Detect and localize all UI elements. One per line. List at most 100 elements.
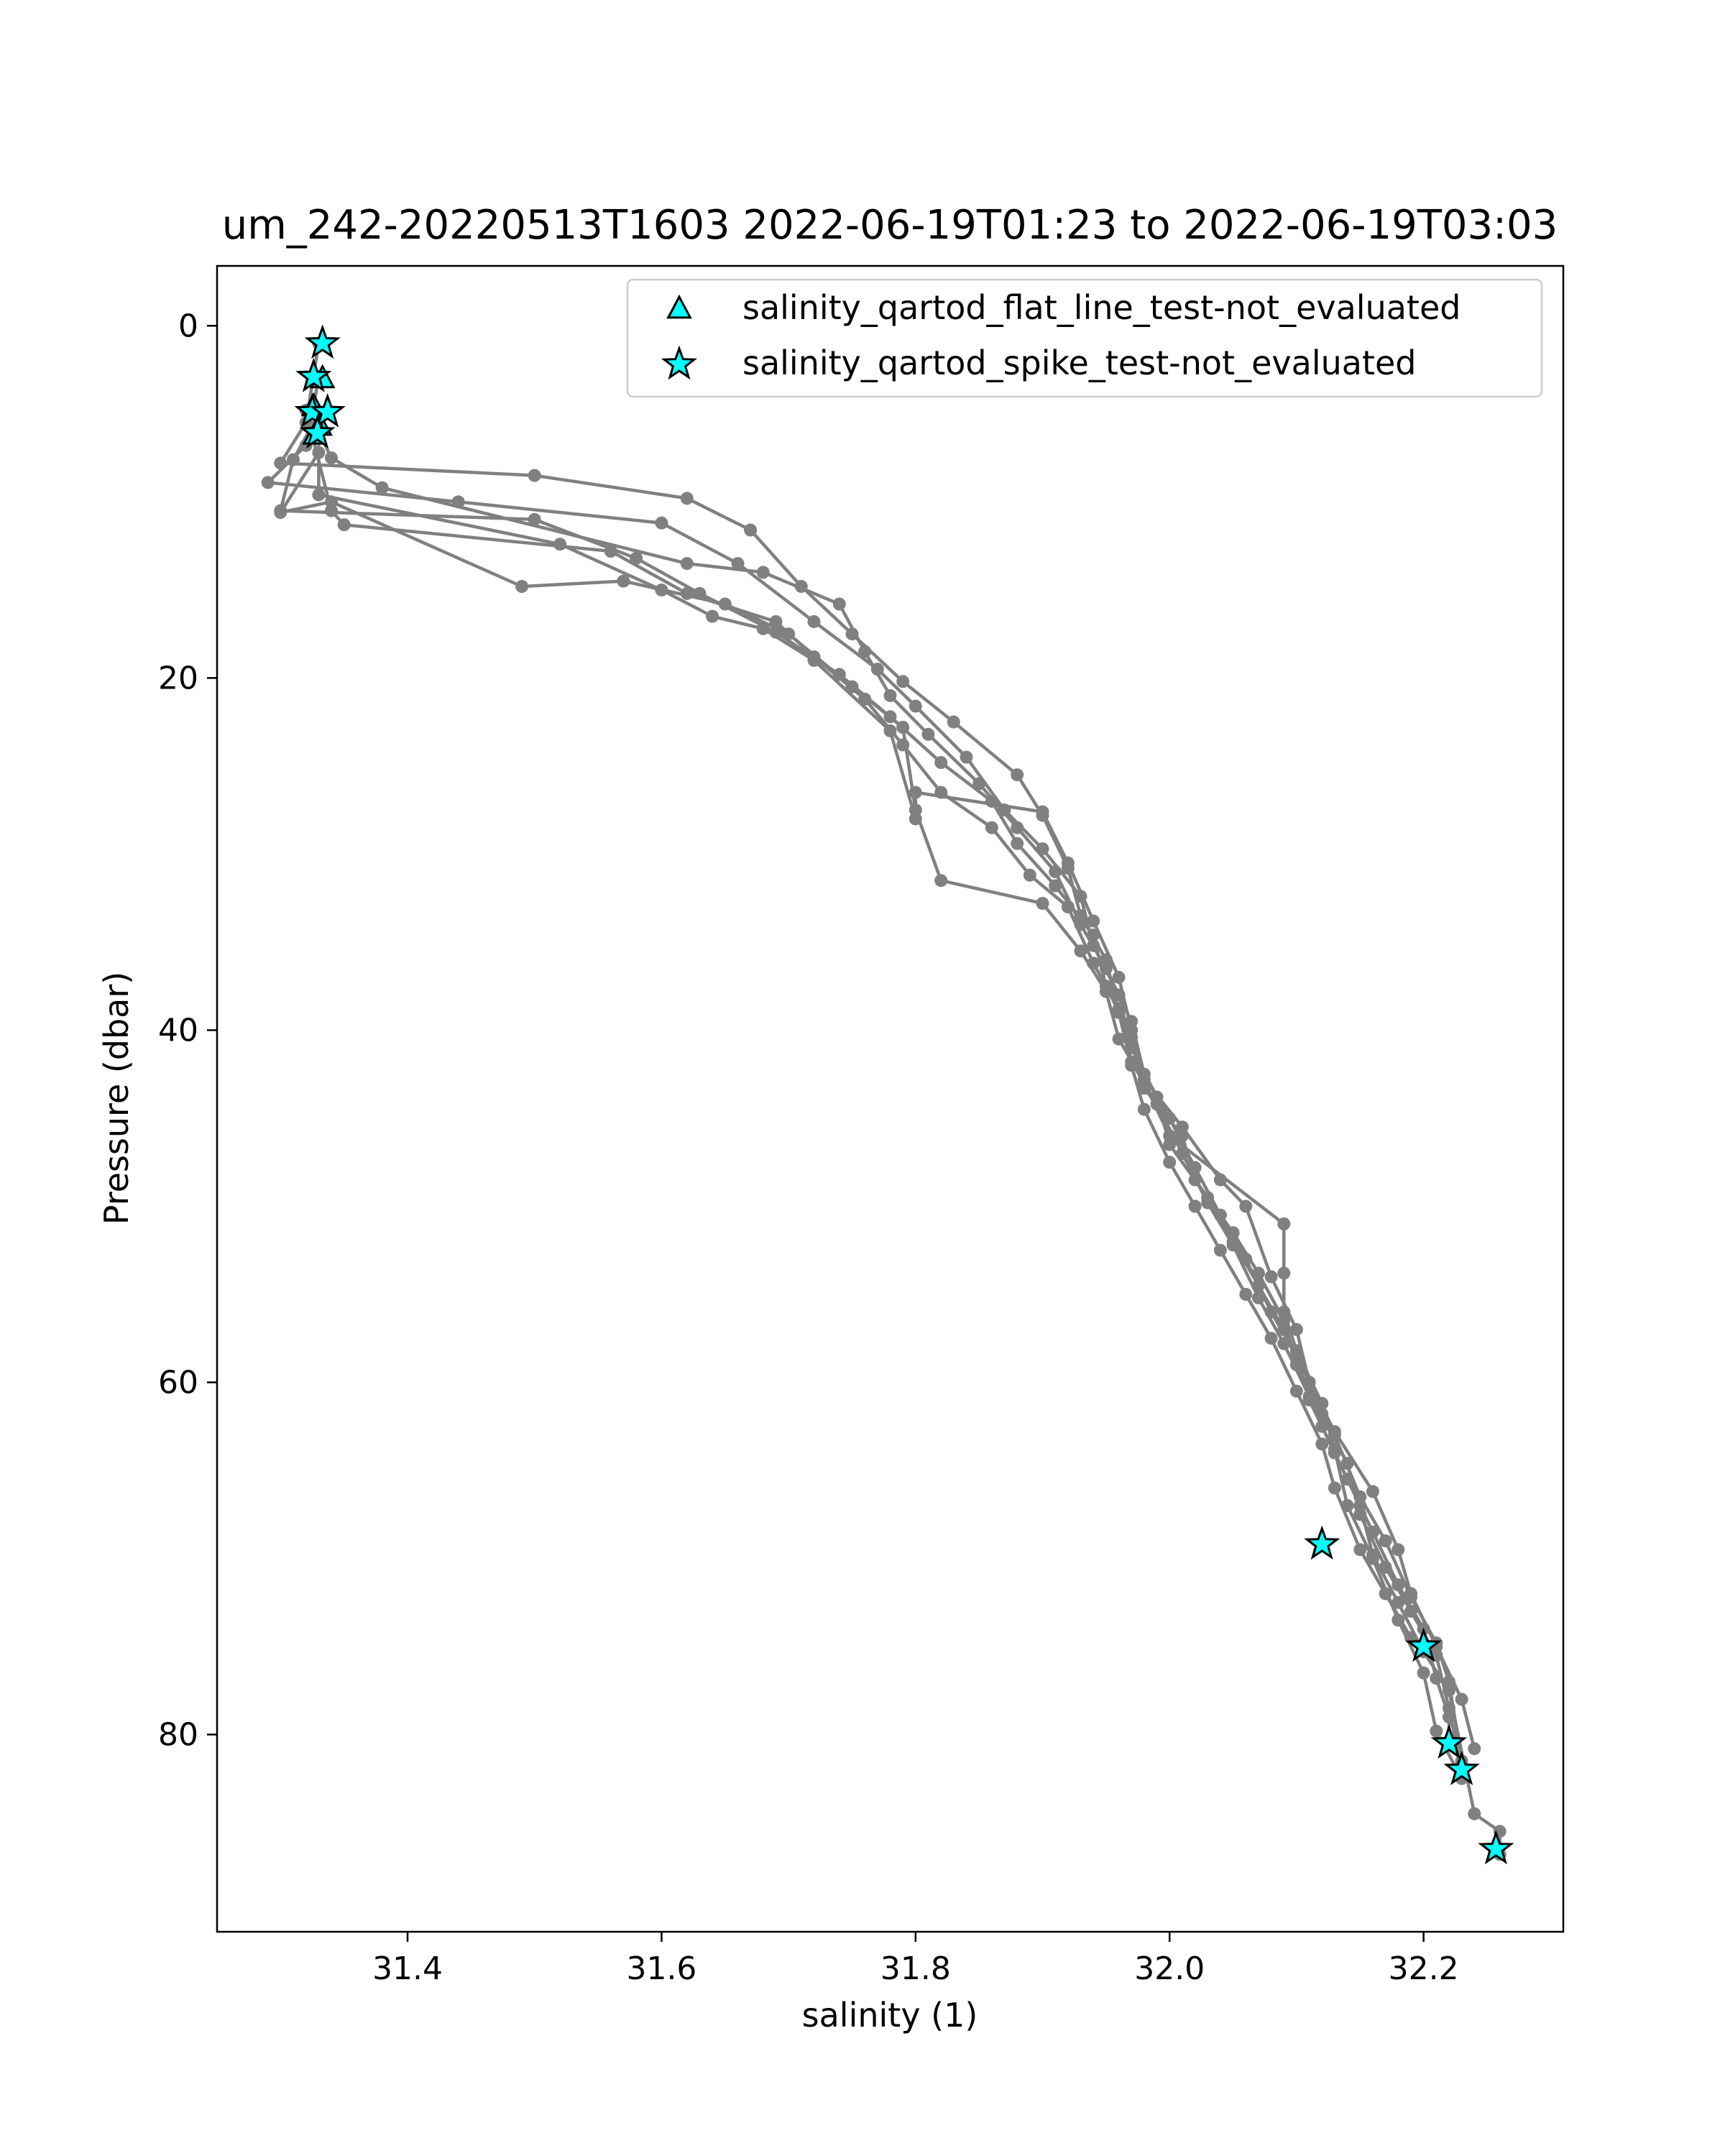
profile-point	[934, 874, 948, 888]
profile-point	[947, 715, 960, 729]
profile-point	[1328, 1481, 1341, 1495]
spike-test-marker	[299, 414, 336, 449]
profile-point	[1264, 1270, 1278, 1284]
profile-point	[832, 597, 846, 611]
legend-entry-flat-line: salinity_qartod_flat_line_test-not_evalu…	[666, 288, 1460, 327]
profile-point	[261, 476, 275, 489]
profile-point	[1112, 970, 1126, 984]
profile-point	[325, 504, 338, 517]
profile-point	[515, 580, 529, 593]
profile-point	[1087, 914, 1100, 928]
profile-point	[1074, 944, 1087, 958]
profile-point	[845, 680, 859, 694]
profile-point	[680, 492, 694, 505]
axes-frame	[216, 264, 1565, 1933]
profile-point	[1289, 1384, 1303, 1398]
profile-point	[680, 557, 694, 571]
profile-point	[1366, 1485, 1379, 1498]
profile-point	[1353, 1543, 1367, 1557]
profile-point	[1213, 1243, 1227, 1257]
profile-point	[1289, 1323, 1303, 1336]
x-tick-label: 31.6	[626, 1950, 696, 1987]
profile-point	[604, 545, 617, 558]
profile-point	[1455, 1692, 1468, 1706]
legend-triangle-icon	[666, 294, 692, 319]
profile-point	[655, 583, 668, 596]
profile-point	[1188, 1199, 1202, 1213]
spike-test-marker	[1443, 1751, 1480, 1786]
spike-test-marker	[1304, 1525, 1340, 1560]
profile-point	[1099, 962, 1113, 975]
profile-point	[1061, 856, 1075, 870]
profile-point	[1404, 1605, 1417, 1618]
legend-label-flat-line: salinity_qartod_flat_line_test-not_evalu…	[742, 288, 1460, 327]
profile-point	[1112, 1032, 1126, 1046]
profile-point	[1163, 1129, 1177, 1143]
profile-point	[1137, 1073, 1151, 1086]
profile-point	[1049, 879, 1062, 893]
spike-test-marker	[295, 357, 332, 392]
profile-point	[756, 566, 770, 579]
profile-point	[1302, 1390, 1316, 1404]
chart-title: um_242-20220513T1603 2022-06-19T01:23 to…	[222, 202, 1558, 249]
x-tick-label: 31.8	[880, 1950, 951, 1987]
profile-point	[1264, 1332, 1278, 1345]
profile-point	[1011, 768, 1024, 782]
x-tick-label: 32.2	[1389, 1950, 1459, 1987]
profile-point	[1379, 1534, 1392, 1547]
profile-point	[1417, 1666, 1430, 1680]
y-tick-label: 40	[158, 1012, 198, 1049]
profile-point	[883, 688, 897, 702]
profile-point	[1049, 865, 1062, 878]
profile-point	[985, 821, 998, 834]
profile-point	[617, 574, 630, 588]
profile-line-5	[304, 410, 1463, 1761]
profile-point	[630, 551, 643, 565]
profile-point	[1112, 1003, 1126, 1015]
y-tick-label: 80	[158, 1717, 198, 1754]
profile-point	[858, 645, 872, 658]
profile-point	[896, 675, 910, 688]
y-axis-label: Pressure (dbar)	[97, 972, 136, 1225]
profile-point	[1201, 1196, 1215, 1210]
legend-entry-spike: salinity_qartod_spike_test-not_evaluated	[661, 344, 1416, 382]
profile-point	[1125, 1023, 1138, 1037]
legend-star-icon	[661, 345, 698, 380]
profile-point	[756, 622, 770, 635]
profile-point	[960, 750, 973, 764]
x-axis: 31.4 31.6 31.8 32.0 32.2	[372, 1932, 1459, 1987]
profile-point	[1036, 805, 1049, 819]
profile-point	[1099, 985, 1113, 998]
profile-point	[744, 523, 758, 537]
profile-point	[1430, 1724, 1443, 1738]
profile-point	[1277, 1266, 1291, 1280]
profile-point	[1251, 1291, 1265, 1304]
profile-point	[1163, 1156, 1177, 1169]
profile-point	[908, 812, 922, 826]
profile-point	[782, 627, 796, 641]
spike-test-marker	[1405, 1627, 1442, 1662]
profile-point	[1328, 1425, 1341, 1439]
profile-point	[908, 786, 922, 799]
y-tick-label: 20	[158, 660, 198, 696]
profile-point	[1175, 1120, 1189, 1134]
plot-area	[261, 324, 1514, 1865]
profile-point	[1392, 1613, 1405, 1627]
profile-point	[337, 518, 351, 532]
legend-box	[626, 278, 1543, 398]
profile-point	[1175, 1147, 1189, 1160]
profile-point	[1468, 1807, 1481, 1820]
profile-point	[1404, 1587, 1417, 1600]
y-tick-label: 60	[158, 1365, 198, 1401]
x-axis-label: salinity (1)	[802, 1996, 978, 2035]
profile-point	[287, 453, 300, 466]
profile-point	[1137, 1102, 1151, 1116]
spike-test-marker	[1478, 1830, 1514, 1865]
profile-point	[1468, 1742, 1481, 1756]
profile-point	[1239, 1199, 1253, 1213]
profile-point	[325, 451, 338, 465]
profile-point	[1239, 1288, 1253, 1301]
profile-point	[706, 609, 719, 623]
profile-point	[807, 653, 821, 667]
